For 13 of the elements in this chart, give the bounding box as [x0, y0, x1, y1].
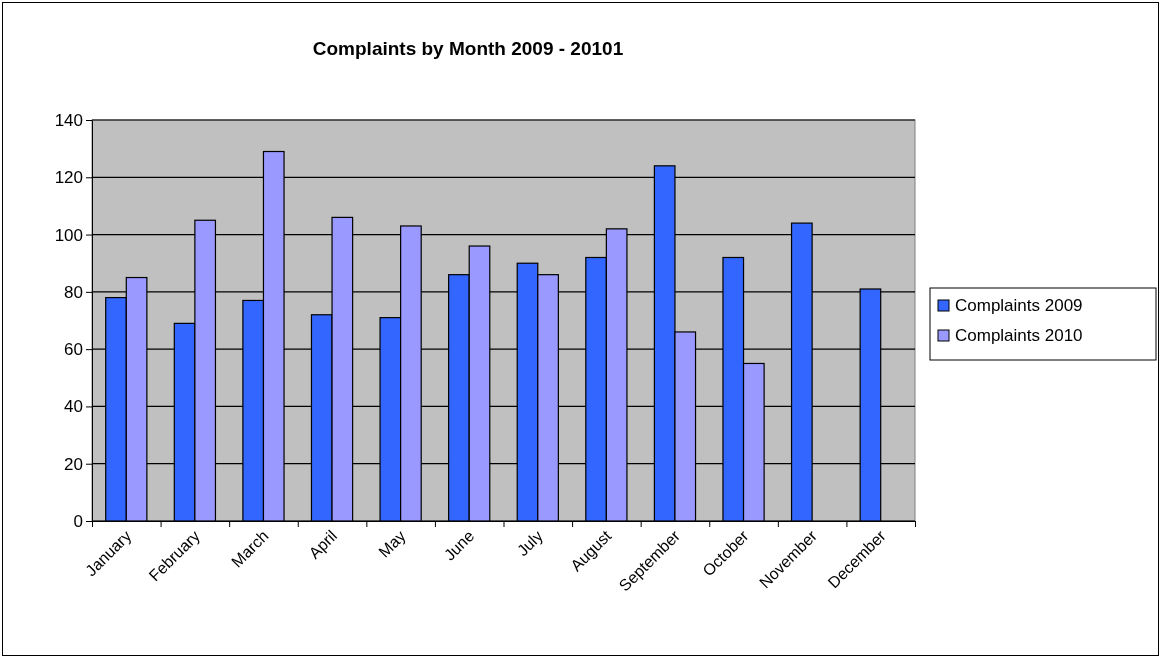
x-tick-label: July — [513, 527, 546, 560]
y-tick-label: 0 — [73, 511, 83, 531]
y-tick-label: 20 — [64, 454, 83, 474]
y-tick-label: 140 — [54, 110, 83, 130]
x-tick-label: May — [375, 527, 409, 561]
y-tick-label: 60 — [64, 340, 83, 360]
legend-label: Complaints 2009 — [955, 296, 1083, 315]
y-tick-label: 120 — [54, 168, 83, 188]
chart-title: Complaints by Month 2009 - 20101 — [312, 38, 624, 59]
legend-label: Complaints 2010 — [955, 326, 1083, 345]
y-tick-label: 80 — [64, 282, 83, 302]
y-tick-label: 40 — [64, 397, 83, 417]
y-tick-label: 100 — [54, 225, 83, 245]
